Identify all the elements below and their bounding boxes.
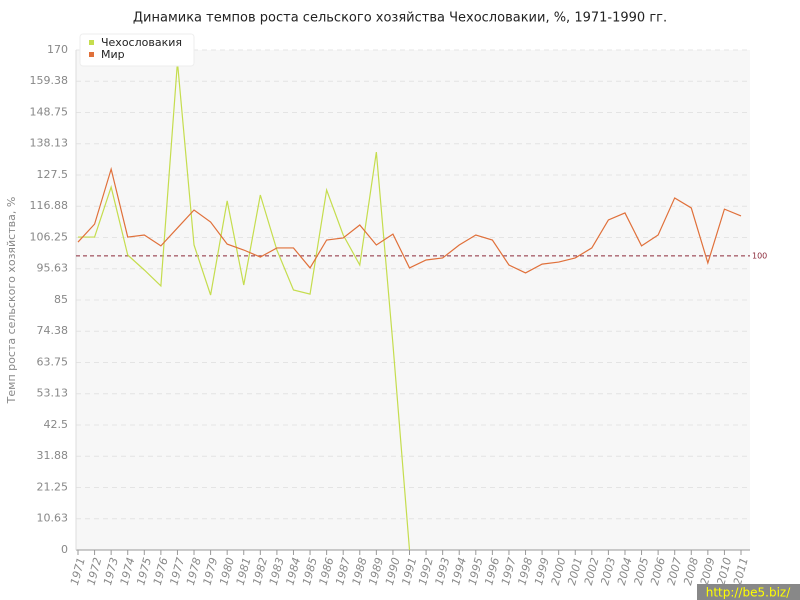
y-tick-label: 159.38 [30,74,69,87]
y-tick-label: 106.25 [30,231,69,244]
chart-title: Динамика темпов роста сельского хозяйств… [133,11,667,26]
watermark-bg [697,584,800,600]
y-tick-label: 148.75 [30,106,69,119]
y-tick-label: 10.63 [37,512,69,525]
y-tick-label: 53.13 [37,387,69,400]
x-tick-label: 2011 [731,556,751,586]
watermark: http://be5.biz/ [706,586,791,600]
legend-swatch [89,40,94,45]
y-tick-label: 127.5 [37,168,69,181]
y-tick-label: 85 [54,293,68,306]
y-tick-label: 31.88 [37,449,69,462]
reference-label: 100 [752,251,767,260]
y-tick-label: 74.38 [37,324,69,337]
y-tick-label: 95.63 [37,262,69,275]
y-tick-label: 138.13 [30,137,69,150]
y-tick-label: 42.5 [44,418,69,431]
y-tick-label: 0 [61,543,68,556]
series-line [77,166,742,274]
series-line [78,62,411,551]
legend-box [79,33,195,67]
y-tick-label: 170 [47,43,68,56]
y-tick-label: 63.75 [37,356,69,369]
y-axis-label: Темп роста сельского хозяйства, % [5,197,18,405]
legend-swatch [89,52,94,57]
y-tick-label: 116.88 [30,199,69,212]
legend-label: Мир [101,48,125,61]
legend-label: Чехословакия [101,36,182,49]
y-tick-label: 21.25 [37,481,69,494]
